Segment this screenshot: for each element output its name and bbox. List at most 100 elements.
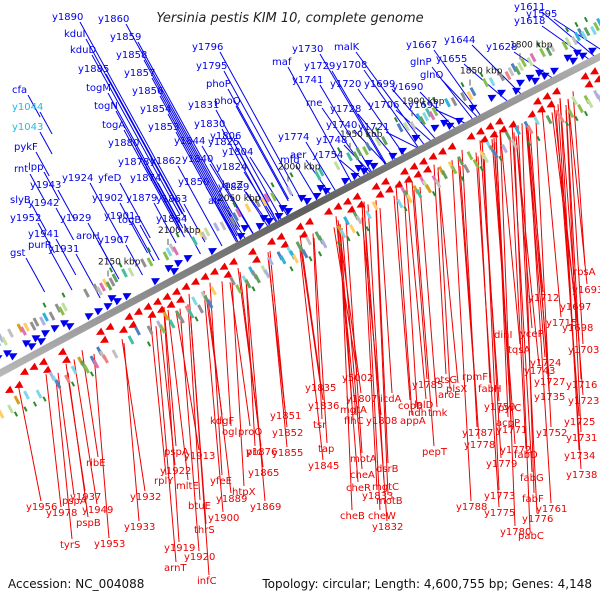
reverse-gene-arrow[interactable]	[507, 120, 518, 131]
forward-gene-label[interactable]: y1880	[108, 138, 139, 149]
forward-gene-arrow[interactable]	[303, 194, 314, 206]
reverse-gene-arrow[interactable]	[579, 72, 590, 83]
reverse-gene-label[interactable]: fabF	[522, 494, 544, 505]
forward-gene-label[interactable]: y1856	[132, 86, 163, 97]
reverse-gene-label[interactable]: y1787	[462, 428, 493, 439]
reverse-gene-label[interactable]: y1750	[484, 402, 515, 413]
forward-gene-label[interactable]: y1844	[174, 136, 205, 147]
reverse-gene-label[interactable]: y1919	[164, 543, 195, 554]
forward-gene-label[interactable]: y1618	[514, 16, 545, 27]
forward-gene-label[interactable]: y1806	[210, 131, 241, 142]
reverse-gene-label[interactable]: mgtA	[340, 405, 367, 416]
reverse-gene-label[interactable]: y1697	[560, 302, 591, 313]
reverse-gene-label[interactable]: y1712	[528, 293, 559, 304]
reverse-gene-label[interactable]: y1735	[534, 392, 565, 403]
forward-gene-arrow[interactable]	[65, 320, 77, 331]
reverse-gene-arrow[interactable]	[294, 222, 305, 233]
forward-gene-arrow[interactable]	[113, 295, 124, 306]
forward-gene-arrow[interactable]	[170, 265, 181, 276]
reverse-gene-label[interactable]: y1723	[568, 396, 599, 407]
forward-gene-label[interactable]: y1825	[208, 137, 239, 148]
forward-gene-arrow[interactable]	[41, 327, 52, 338]
forward-gene-label[interactable]: y1720	[330, 79, 361, 90]
reverse-gene-label[interactable]: rplY	[154, 476, 174, 487]
forward-gene-label[interactable]: y1830	[194, 119, 225, 130]
forward-gene-arrow[interactable]	[360, 164, 371, 176]
forward-gene-arrow[interactable]	[322, 184, 333, 196]
forward-gene-arrow[interactable]	[8, 350, 20, 361]
forward-gene-label[interactable]: malK	[334, 42, 360, 53]
reverse-gene-arrow[interactable]	[37, 357, 48, 369]
reverse-gene-label[interactable]: y1865	[248, 468, 279, 479]
reverse-gene-arrow[interactable]	[155, 305, 166, 317]
forward-gene-label[interactable]: lacZ	[222, 180, 243, 191]
reverse-gene-arrow[interactable]	[246, 247, 257, 258]
forward-gene-arrow[interactable]	[487, 91, 499, 103]
forward-gene-label[interactable]: y1952	[10, 213, 41, 224]
forward-gene-arrow[interactable]	[208, 244, 219, 256]
reverse-gene-label[interactable]: btuE	[188, 501, 211, 512]
reverse-gene-arrow[interactable]	[174, 295, 185, 307]
forward-gene-label[interactable]: togB	[118, 215, 141, 226]
forward-gene-arrow[interactable]	[265, 214, 276, 226]
reverse-gene-label[interactable]: ogl	[222, 427, 237, 438]
forward-gene-label[interactable]: y1853	[148, 122, 179, 133]
forward-gene-arrow[interactable]	[278, 201, 290, 213]
forward-gene-label[interactable]: cfa	[12, 85, 27, 96]
forward-gene-arrow[interactable]	[22, 337, 33, 348]
forward-gene-label[interactable]: y1858	[116, 50, 147, 61]
forward-gene-label[interactable]: y1831	[188, 100, 219, 111]
reverse-gene-label[interactable]: cheB	[340, 511, 365, 522]
forward-gene-arrow[interactable]	[259, 211, 271, 223]
forward-gene-label[interactable]: yfeD	[98, 173, 122, 184]
reverse-gene-arrow[interactable]	[41, 365, 52, 377]
forward-gene-label[interactable]: y1690	[392, 82, 423, 93]
reverse-gene-label[interactable]: flhC	[344, 416, 364, 427]
forward-gene-label[interactable]: togM	[86, 83, 111, 94]
reverse-gene-label[interactable]: ndh	[408, 408, 427, 419]
reverse-gene-arrow[interactable]	[393, 180, 404, 191]
reverse-gene-arrow[interactable]	[341, 197, 352, 208]
reverse-gene-label[interactable]: plsX	[446, 384, 467, 395]
reverse-gene-label[interactable]: proQ	[238, 427, 262, 438]
reverse-gene-arrow[interactable]	[275, 232, 286, 243]
reverse-gene-arrow[interactable]	[222, 270, 233, 281]
forward-gene-arrow[interactable]	[341, 174, 352, 186]
forward-gene-label[interactable]: y1878	[118, 157, 149, 168]
forward-gene-arrow[interactable]	[122, 290, 134, 301]
forward-gene-arrow[interactable]	[240, 221, 252, 233]
reverse-gene-arrow[interactable]	[60, 355, 71, 367]
forward-gene-arrow[interactable]	[455, 114, 466, 126]
forward-gene-arrow[interactable]	[151, 275, 162, 286]
reverse-gene-arrow[interactable]	[374, 190, 385, 201]
reverse-gene-label[interactable]: acpP	[496, 418, 520, 429]
forward-gene-arrow[interactable]	[535, 66, 546, 77]
forward-gene-arrow[interactable]	[37, 335, 48, 346]
reverse-gene-arrow[interactable]	[56, 347, 67, 359]
reverse-gene-arrow[interactable]	[322, 207, 333, 218]
forward-gene-arrow[interactable]	[0, 352, 4, 363]
forward-gene-label[interactable]: y1774	[278, 132, 309, 143]
reverse-gene-label[interactable]: y1761	[536, 504, 567, 515]
forward-gene-arrow[interactable]	[284, 204, 295, 216]
reverse-gene-label[interactable]: arnT	[164, 563, 187, 574]
reverse-gene-label[interactable]: y1922	[160, 466, 191, 477]
reverse-gene-arrow[interactable]	[465, 132, 476, 143]
forward-gene-label[interactable]: y1644	[444, 35, 475, 46]
reverse-gene-arrow[interactable]	[18, 367, 29, 379]
forward-gene-label[interactable]: y1879	[126, 193, 157, 204]
forward-gene-arrow[interactable]	[316, 181, 328, 193]
forward-gene-label[interactable]: y1740	[326, 120, 357, 131]
forward-gene-label[interactable]: mfd	[280, 155, 300, 166]
reverse-gene-arrow[interactable]	[408, 162, 419, 173]
reverse-gene-arrow[interactable]	[165, 300, 176, 312]
reverse-gene-label[interactable]: y1725	[564, 417, 595, 428]
forward-gene-label[interactable]: alr	[208, 196, 222, 207]
forward-gene-label[interactable]: y1840	[182, 154, 213, 165]
forward-gene-label[interactable]: y1754	[312, 150, 343, 161]
reverse-gene-arrow[interactable]	[298, 230, 309, 241]
reverse-gene-label[interactable]: y1932	[130, 492, 161, 503]
reverse-gene-arrow[interactable]	[474, 127, 485, 138]
reverse-gene-arrow[interactable]	[493, 117, 504, 128]
reverse-gene-arrow[interactable]	[117, 325, 128, 337]
